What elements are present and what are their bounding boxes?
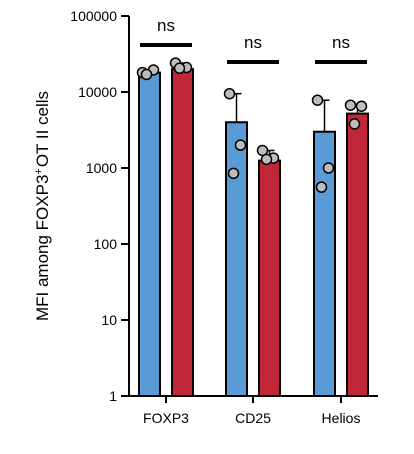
y-tick-label: 10 <box>101 312 117 328</box>
data-point <box>315 181 328 193</box>
significance-label: ns <box>244 33 262 52</box>
data-point <box>322 162 335 174</box>
plot-area: 1 10 100 1000 10000 100000 FOXP3 CD25 Helios ns ns… <box>70 8 378 426</box>
significance-label: ns <box>157 16 175 35</box>
data-point <box>348 118 361 130</box>
y-tick-label: 10000 <box>78 84 117 100</box>
x-tick-label: CD25 <box>235 410 271 426</box>
data-point <box>173 62 186 75</box>
data-point <box>344 99 357 111</box>
bar <box>313 130 336 398</box>
data-point <box>234 139 247 151</box>
bar <box>346 112 369 398</box>
bar <box>171 68 194 397</box>
data-point <box>223 87 236 100</box>
y-tick-label: 100000 <box>70 8 117 24</box>
data-point <box>355 100 368 112</box>
data-point <box>260 153 273 166</box>
bar <box>258 159 281 397</box>
data-point <box>140 68 153 81</box>
data-point <box>227 167 240 180</box>
y-tick-label: 1 <box>109 388 117 404</box>
significance-label: ns <box>332 33 350 52</box>
x-tick-label: FOXP3 <box>143 410 189 426</box>
bar <box>225 121 248 397</box>
y-axis-label: MFI among FOXP3+OT II cells <box>33 91 52 321</box>
y-tick-label: 100 <box>94 236 118 252</box>
y-tick-label: 1000 <box>86 160 117 176</box>
x-tick-label: Helios <box>322 410 361 426</box>
data-point <box>311 94 324 106</box>
bar <box>138 71 161 397</box>
